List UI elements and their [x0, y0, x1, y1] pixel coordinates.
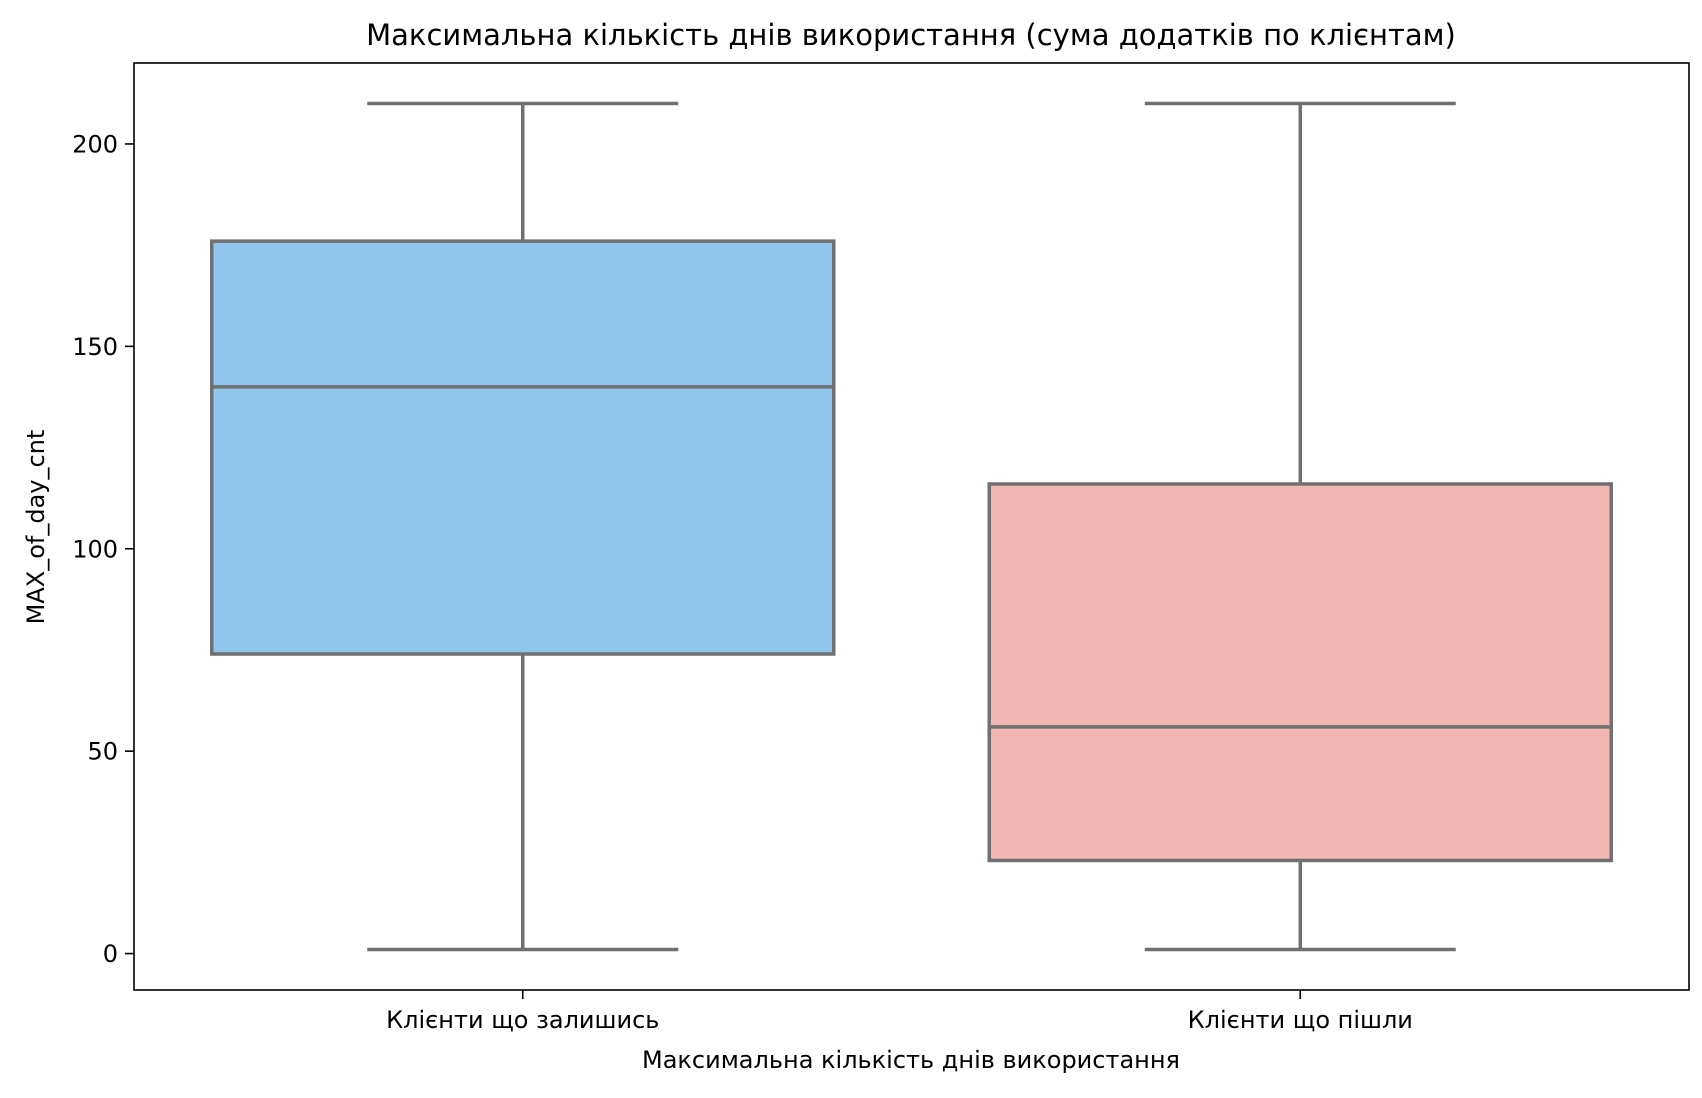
y-axis-label: MAX_of_day_cnt [22, 430, 50, 625]
chart-title: Максимальна кількість днів використання … [366, 18, 1456, 52]
box-1 [210, 101, 836, 952]
x-axis-label: Максимальна кількість днів використання [642, 1046, 1180, 1074]
y-tick-label: 150 [72, 333, 118, 361]
y-axis: 0 50 100 150 200 [72, 130, 134, 968]
box-2 [987, 101, 1613, 952]
x-tick-label: Клієнти що пішли [1188, 1006, 1413, 1034]
x-axis: Клієнти що залишись Клієнти що пішли [386, 990, 1413, 1034]
y-tick-label: 0 [103, 940, 118, 968]
plot-area [210, 101, 1613, 952]
y-tick-label: 200 [72, 130, 118, 158]
plot-frame [133, 62, 1690, 991]
x-tick-label: Клієнти що залишись [386, 1006, 659, 1034]
y-tick-label: 50 [87, 738, 118, 766]
iqr-box [210, 239, 836, 656]
iqr-box [987, 482, 1613, 863]
y-tick-label: 100 [72, 535, 118, 563]
